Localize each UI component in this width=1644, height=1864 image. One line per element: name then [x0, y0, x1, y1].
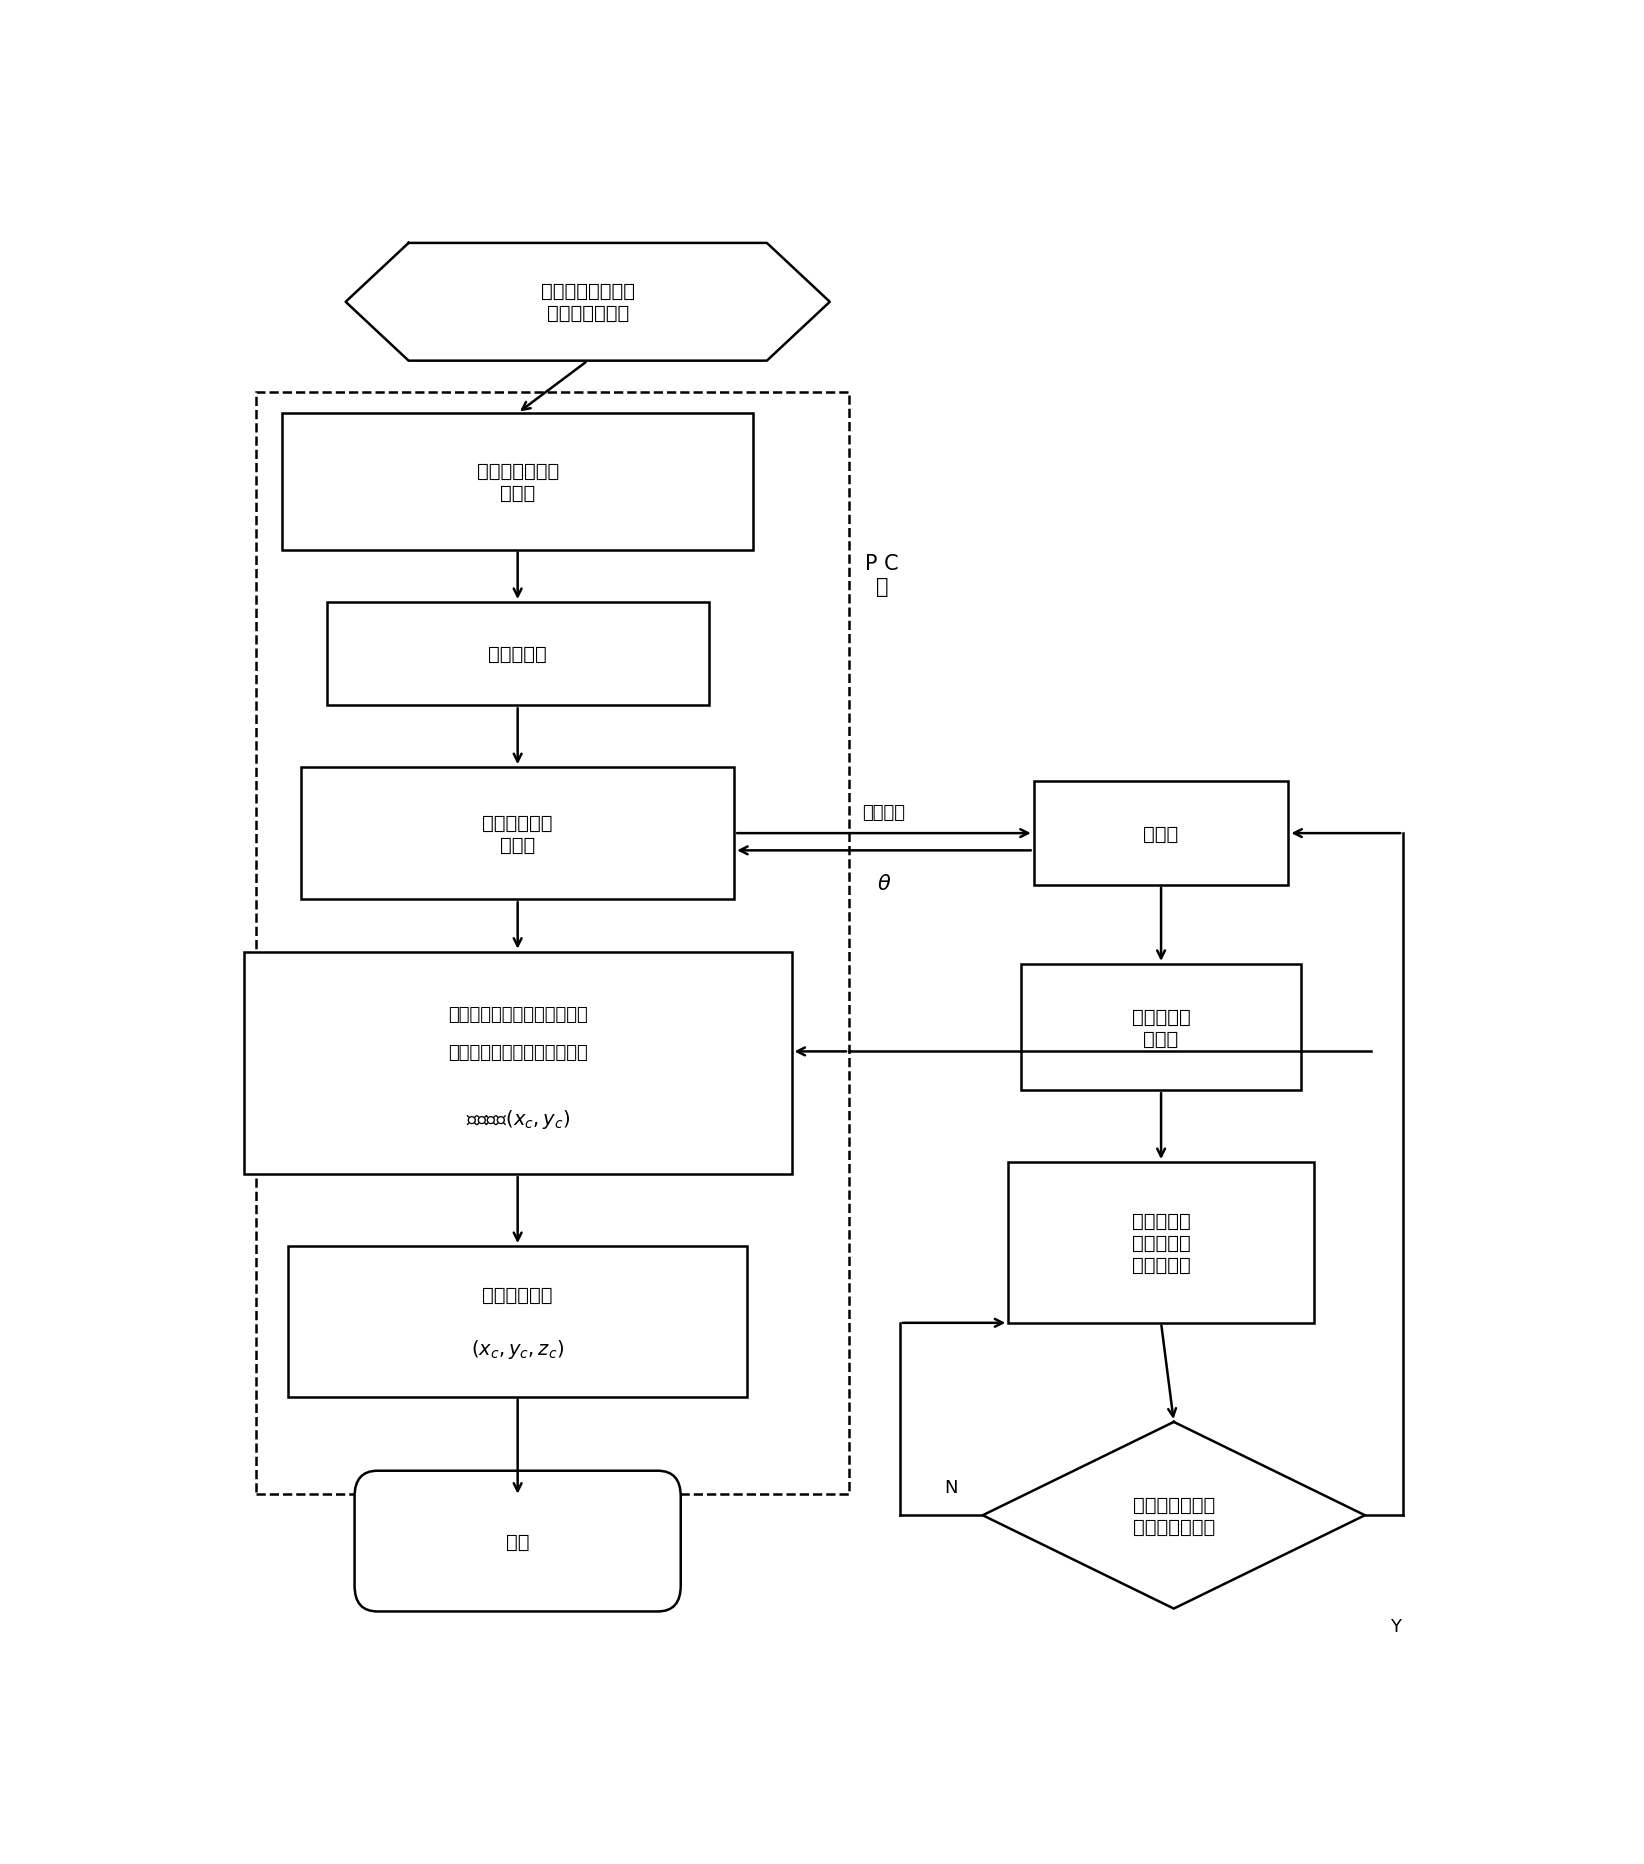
FancyBboxPatch shape [355, 1471, 681, 1612]
Text: Y: Y [1391, 1616, 1401, 1635]
Text: 根据提前标定好的参数计算目: 根据提前标定好的参数计算目 [447, 1005, 587, 1023]
Text: 标物质心在摄像机坐标系下的: 标物质心在摄像机坐标系下的 [447, 1044, 587, 1061]
Bar [1034, 783, 1289, 885]
Bar [301, 768, 735, 900]
Text: 按照具体要求安装
好三维定位装置: 按照具体要求安装 好三维定位装置 [541, 281, 635, 322]
Text: 二维坐标$(x_c,y_c)$: 二维坐标$(x_c,y_c)$ [465, 1107, 570, 1130]
Text: 图像预处理: 图像预处理 [488, 645, 547, 664]
Text: N: N [944, 1478, 957, 1495]
Bar [327, 602, 709, 706]
Text: $(x_c,y_c,z_c)$: $(x_c,y_c,z_c)$ [472, 1336, 564, 1361]
Bar [1021, 964, 1302, 1090]
Text: 提取目标物质
心位置: 提取目标物质 心位置 [482, 813, 552, 854]
Bar [288, 1247, 746, 1396]
Text: 步进电动机
驱动线激光
发射器旋转: 步进电动机 驱动线激光 发射器旋转 [1131, 1212, 1190, 1275]
Text: P C
机: P C 机 [865, 554, 899, 596]
Bar [1008, 1163, 1314, 1323]
Text: 步进电动机
驱动器: 步进电动机 驱动器 [1131, 1007, 1190, 1048]
Text: 激光发射光线穿
过目标物质心？: 激光发射光线穿 过目标物质心？ [1133, 1495, 1215, 1536]
Text: 摄像机采集目标
物图像: 摄像机采集目标 物图像 [477, 462, 559, 503]
Text: 计算三维坐标: 计算三维坐标 [482, 1284, 552, 1305]
Bar [243, 953, 791, 1174]
Bar [283, 414, 753, 550]
Text: 质心位置: 质心位置 [863, 803, 906, 822]
Bar [256, 393, 848, 1493]
Text: 单片机: 单片机 [1144, 824, 1179, 843]
Text: θ: θ [878, 874, 891, 895]
Text: 结束: 结束 [506, 1532, 529, 1551]
